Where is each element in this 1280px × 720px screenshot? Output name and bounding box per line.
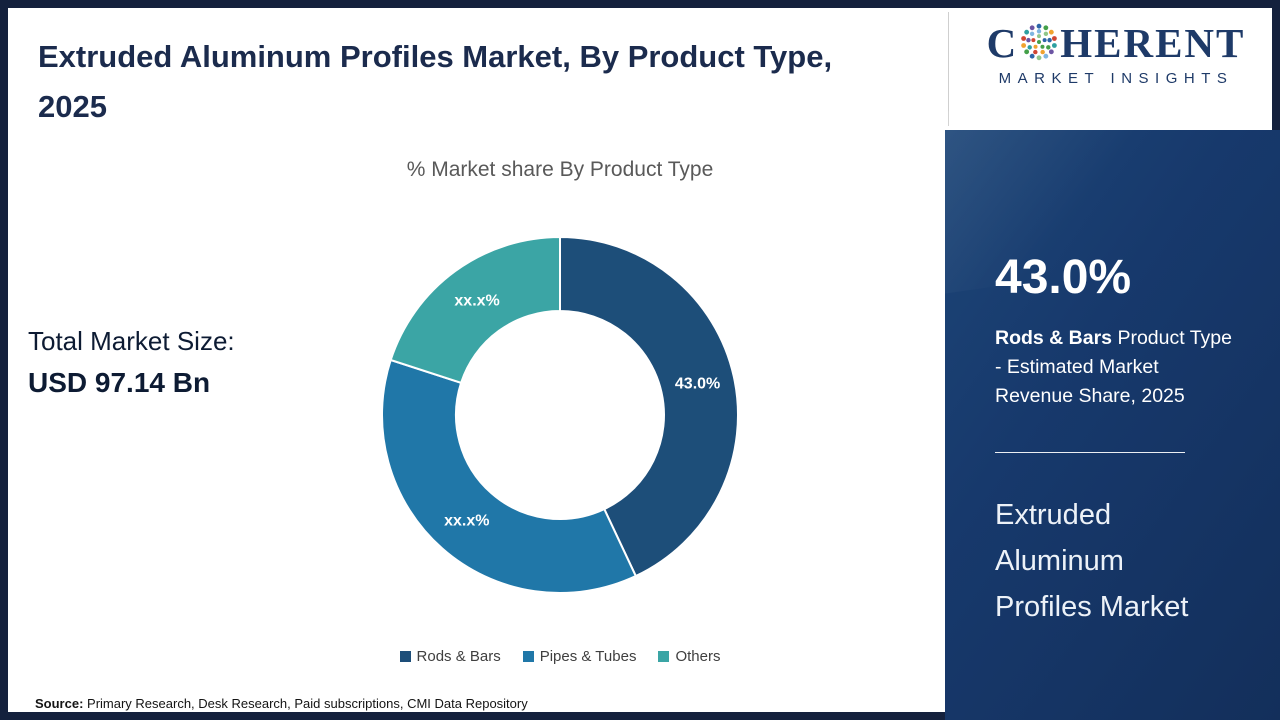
legend-item: Rods & Bars xyxy=(399,648,501,665)
brand-wordmark: C HERENT xyxy=(960,20,1272,66)
side-panel: 43.0% Rods & Bars Product Type - Estimat… xyxy=(945,130,1280,720)
stat-description: Rods & Bars Product Type - Estimated Mar… xyxy=(995,324,1233,411)
total-market-label: Total Market Size: xyxy=(28,326,235,356)
donut-chart: 43.0% xx.x% xx.x% xyxy=(378,233,742,597)
legend-item: Others xyxy=(658,648,720,665)
chart-title: % Market share By Product Type xyxy=(406,158,714,181)
source-line: Source: Primary Research, Desk Research,… xyxy=(35,696,528,711)
donut-chart-svg: 43.0% xx.x% xx.x% xyxy=(381,235,739,594)
donut-label-1: xx.x% xyxy=(444,512,489,529)
legend-item: Pipes & Tubes xyxy=(522,648,637,665)
source-label: Source: xyxy=(35,696,84,711)
donut-label-0: 43.0% xyxy=(675,376,720,393)
total-market-block: Total Market Size: USD 97.14 Bn xyxy=(28,326,338,399)
page-title: Extruded Aluminum Profiles Market, By Pr… xyxy=(38,39,833,124)
brand-logo: C HERENT MARKET INSIGHTS xyxy=(960,20,1272,87)
legend-swatch xyxy=(399,651,411,662)
brand-tagline: MARKET INSIGHTS xyxy=(998,70,1234,87)
chart-legend: Rods & Bars Pipes & Tubes Others xyxy=(330,648,790,665)
coherent-globe-icon xyxy=(1021,23,1058,61)
stat-description-bold: Rods & Bars xyxy=(995,327,1113,349)
source-text: Primary Research, Desk Research, Paid su… xyxy=(83,696,528,711)
legend-swatch xyxy=(658,651,670,662)
total-market-value: USD 97.14 Bn xyxy=(28,367,211,398)
stat-description-rest: Product Type - Estimated Market Revenue … xyxy=(995,327,1232,407)
donut-segment-1 xyxy=(381,358,638,594)
side-panel-title: Extruded Aluminum Profiles Market xyxy=(995,499,1189,623)
legend-label: Rods & Bars xyxy=(416,648,501,665)
legend-label: Others xyxy=(675,648,721,665)
legend-swatch xyxy=(522,651,534,662)
donut-segment-0 xyxy=(559,235,739,578)
brand-prefix: C xyxy=(986,20,1019,66)
panel-divider xyxy=(995,452,1185,453)
legend-label: Pipes & Tubes xyxy=(539,648,637,665)
donut-label-2: xx.x% xyxy=(454,292,499,309)
logo-divider xyxy=(948,12,949,126)
donut-segment-2 xyxy=(389,235,561,385)
brand-suffix: HERENT xyxy=(1060,20,1246,66)
stat-value: 43.0% xyxy=(995,251,1132,304)
